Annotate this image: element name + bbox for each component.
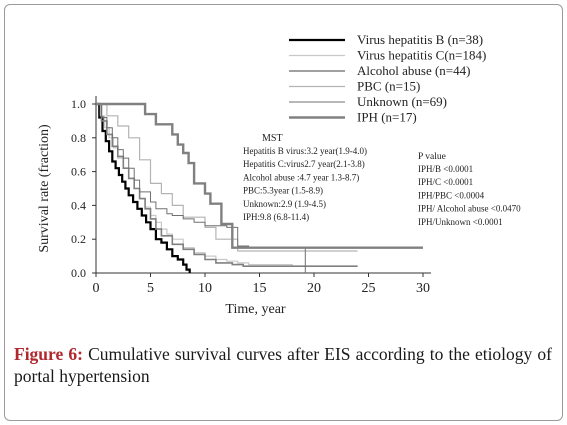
survival-chart: 0 5 10 15 20 25 30 0.0 0.2 0.4 0.6 0.8 1.0 Time, year…: [37, 32, 521, 317]
x-axis-title: Time, year: [225, 302, 285, 317]
y-tick-label: 0.8: [71, 131, 86, 145]
pvalue-line: IPH/C <0.0001: [418, 177, 473, 187]
mst-line: Unknown:2.9 (1.9-4.5): [243, 199, 326, 209]
x-tick-label: 20: [307, 281, 321, 296]
chart-series: [96, 102, 423, 273]
x-tick-label: 10: [198, 281, 212, 296]
series-line-5: [96, 102, 423, 249]
x-tick-label: 15: [253, 281, 267, 296]
pvalue-line: IPH/ Alcohol abuse <0.0470: [418, 204, 521, 214]
chart-axes: 0 5 10 15 20 25 30 0.0 0.2 0.4 0.6 0.8 1.0 Time, year…: [37, 96, 431, 317]
y-tick-label: 0.0: [71, 266, 86, 280]
series-line-3: [96, 103, 358, 252]
legend-label: Virus hepatitis C(n=184): [357, 48, 486, 63]
chart-legend: Virus hepatitis B (n=38)Virus hepatitis …: [289, 32, 486, 125]
pvalue-line: IPH/B <0.0001: [418, 164, 473, 174]
legend-label: IPH (n=17): [357, 110, 417, 125]
chart-annotations: MST Hepatitis B virus:3.2 year(1.9-4.0) He…: [243, 133, 521, 227]
series-line-0: [96, 102, 191, 273]
y-tick-label: 0.6: [71, 165, 86, 179]
y-tick-label: 0.2: [71, 232, 86, 246]
pvalue-line: IPH/PBC <0.0004: [418, 190, 485, 200]
series-line-4: [96, 103, 306, 273]
mst-line: IPH:9.8 (6.8-11.4): [243, 212, 309, 222]
x-tick-label: 30: [416, 281, 430, 296]
x-tick-label: 5: [147, 281, 154, 296]
mst-line: Hepatitis C:virus2.7 year(2.1-3.8): [243, 159, 365, 169]
x-tick-label: 25: [362, 281, 376, 296]
pvalue-heading: P value: [418, 152, 446, 162]
x-tick-label: 0: [93, 281, 100, 296]
legend-label: PBC (n=15): [357, 79, 420, 94]
legend-label: Alcohol abuse (n=44): [357, 63, 470, 78]
series-line-2: [96, 103, 358, 267]
caption-text: Cumulative survival curves after EIS acc…: [14, 344, 552, 386]
legend-label: Unknown (n=69): [357, 94, 447, 109]
mst-heading: MST: [262, 133, 283, 144]
figure-caption: Figure 6: Cumulative survival curves aft…: [14, 343, 552, 387]
y-tick-label: 1.0: [71, 97, 86, 111]
legend-label: Virus hepatitis B (n=38): [357, 32, 483, 47]
y-tick-label: 0.4: [71, 198, 86, 212]
figure-label: Figure 6:: [14, 344, 83, 364]
pvalue-line: IPH/Unknown <0.0001: [418, 217, 503, 227]
mst-line: Hepatitis B virus:3.2 year(1.9-4.0): [243, 146, 367, 156]
y-axis-title: Survival rate (fraction): [37, 124, 52, 253]
mst-line: Alcohol abuse :4.7 year 1.3-8.7): [243, 172, 359, 182]
mst-line: PBC:5.3year (1.5-8.9): [243, 186, 323, 196]
series-line-1: [96, 103, 358, 267]
figure-frame: [4, 4, 563, 421]
